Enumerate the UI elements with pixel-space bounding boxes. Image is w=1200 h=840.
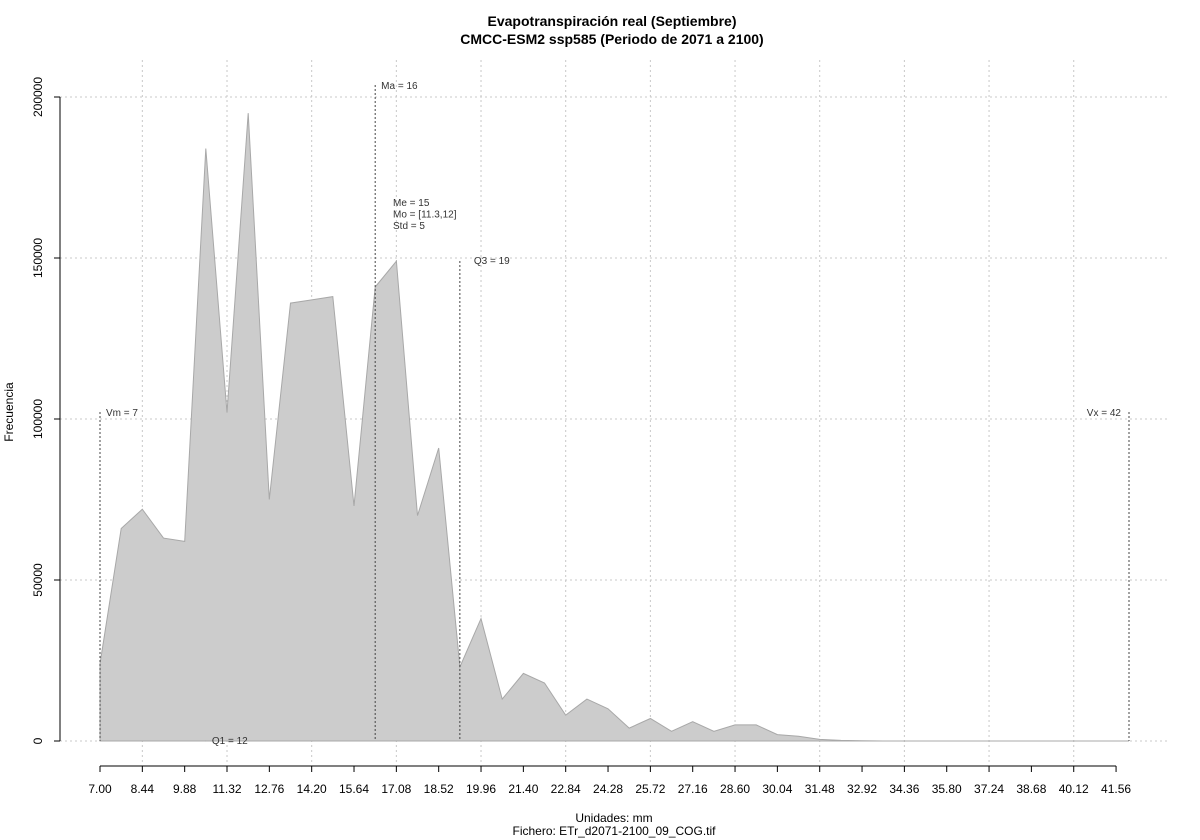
x-tick-label: 31.48 — [805, 782, 835, 796]
x-tick-label: 14.20 — [297, 782, 327, 796]
x-tick-label: 19.96 — [466, 782, 496, 796]
x-tick-label: 30.04 — [762, 782, 792, 796]
x-tick-label: 34.36 — [889, 782, 919, 796]
stats-line: Mo = [11.3,12] — [393, 210, 457, 221]
stats-line: Std = 5 — [393, 221, 425, 232]
x-tick-label: 32.92 — [847, 782, 877, 796]
y-tick-label: 100000 — [31, 399, 45, 439]
x-tick-label: 38.68 — [1016, 782, 1046, 796]
stats-line: Me = 15 — [393, 198, 430, 209]
x-tick-label: 27.16 — [678, 782, 708, 796]
ref-label-vm: Vm = 7 — [106, 408, 138, 419]
x-tick-label: 35.80 — [932, 782, 962, 796]
chart-title: Evapotranspiración real (Septiembre) — [488, 13, 737, 29]
x-tick-label: 7.00 — [88, 782, 112, 796]
x-axis-label: Unidades: mm — [575, 811, 652, 825]
x-tick-label: 22.84 — [551, 782, 581, 796]
x-tick-label: 21.40 — [508, 782, 538, 796]
x-tick-label: 8.44 — [131, 782, 155, 796]
reference-lines: Vm = 7 Q1 = 12 Ma = 16 Q3 = 19 Vx = 42 — [99, 81, 1130, 747]
x-tick-label: 25.72 — [635, 782, 665, 796]
y-tick-label: 150000 — [31, 238, 45, 278]
chart-subtitle: CMCC-ESM2 ssp585 (Periodo de 2071 a 2100… — [460, 31, 763, 47]
y-axis-label: Frecuencia — [2, 382, 16, 442]
ref-label-ma: Ma = 16 — [381, 81, 418, 92]
x-tick-label: 15.64 — [339, 782, 369, 796]
x-tick-label: 24.28 — [593, 782, 623, 796]
x-tick-label: 18.52 — [424, 782, 454, 796]
area-layer — [99, 113, 1129, 742]
x-tick-label: 9.88 — [173, 782, 197, 796]
ref-label-vx: Vx = 42 — [1087, 408, 1122, 419]
footer-filename: Fichero: ETr_d2071-2100_09_COG.tif — [513, 824, 717, 838]
x-tick-label: 11.32 — [212, 782, 241, 796]
x-tick-label: 41.56 — [1101, 782, 1131, 796]
axes: 0 50000 100000 150000 200000 7.00 8.44 9.88 11.3… — [31, 77, 1131, 796]
ref-label-q3: Q3 = 19 — [474, 256, 510, 267]
y-tick-label: 200000 — [31, 77, 45, 117]
x-tick-label: 28.60 — [720, 782, 750, 796]
y-tick-label: 50000 — [31, 563, 45, 597]
x-tick-label: 17.08 — [381, 782, 411, 796]
x-tick-label: 37.24 — [974, 782, 1004, 796]
x-tick-label: 40.12 — [1059, 782, 1089, 796]
ref-label-q1: Q1 = 12 — [212, 736, 248, 747]
y-tick-label: 0 — [31, 737, 45, 744]
frequency-area — [99, 113, 1129, 742]
x-tick-label: 12.76 — [254, 782, 284, 796]
